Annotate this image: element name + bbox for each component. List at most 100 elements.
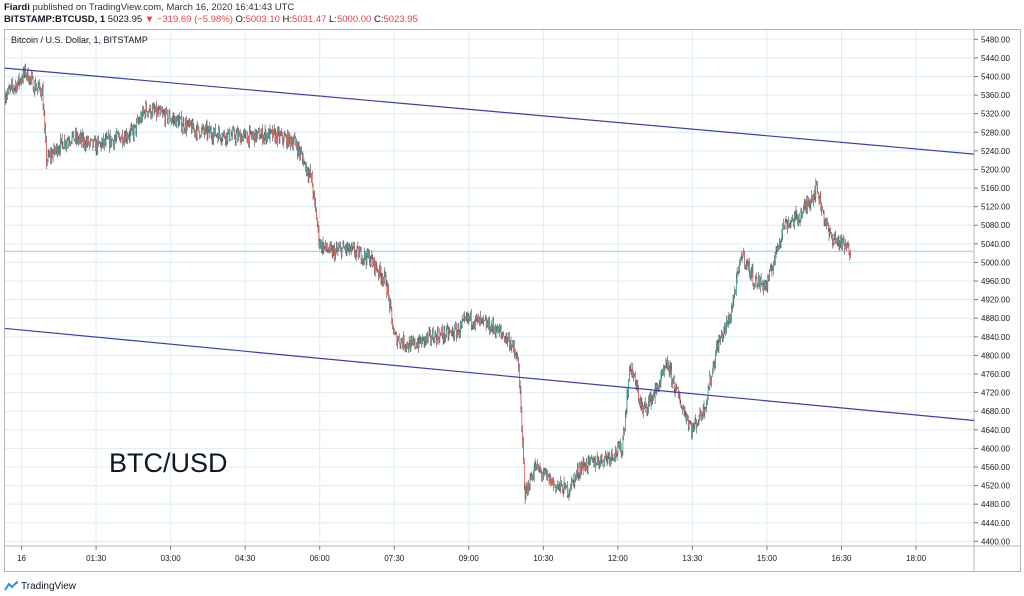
candle-body	[389, 302, 391, 308]
candle-body	[363, 257, 364, 260]
candle-body	[11, 83, 12, 86]
candle-body	[689, 422, 691, 424]
open-label: O:	[235, 14, 246, 25]
candle-body	[450, 331, 451, 332]
candle-body	[199, 131, 200, 137]
candle-body	[370, 255, 372, 263]
candle-body	[504, 338, 506, 341]
author-name[interactable]: Fiardi	[4, 2, 30, 13]
time-tick-label: 16	[17, 554, 26, 563]
candle-body	[71, 135, 73, 142]
candle-body	[819, 195, 821, 203]
candle-body	[269, 129, 271, 139]
ohlc-header: BITSTAMP:BTCUSD, 1 5023.95 ▼ −319.69 (−5…	[4, 14, 418, 25]
candle-body	[553, 481, 555, 485]
candle-body	[620, 442, 621, 450]
candle-body	[155, 106, 157, 112]
candle-body	[349, 243, 350, 252]
candle-body	[811, 196, 813, 201]
candle-body	[769, 267, 771, 271]
price-axis[interactable]: 5480.00 5440.00 5400.00 5360.00 5320.00 5280.…	[974, 35, 1010, 546]
candle-body	[482, 318, 484, 319]
candle-body	[511, 345, 513, 348]
candle-body	[50, 153, 51, 158]
candle-body	[736, 273, 738, 278]
candle-body	[567, 485, 568, 496]
candle-body	[372, 259, 374, 265]
chart-area[interactable]: 5480.00 5440.00 5400.00 5360.00 5320.00 5280.…	[4, 29, 1021, 572]
candle-body	[824, 220, 826, 221]
tradingview-brand[interactable]: TradingView	[21, 580, 77, 592]
candle-body	[329, 244, 331, 252]
candle-body	[255, 129, 257, 140]
candle-body	[447, 328, 449, 337]
btc-usd-annotation[interactable]: BTC/USD	[109, 448, 228, 478]
candle-body	[698, 420, 700, 422]
candle-body	[540, 469, 542, 472]
candle-body	[496, 325, 498, 332]
candle-body	[566, 485, 567, 489]
candle-body	[7, 87, 9, 93]
candle-body	[707, 389, 709, 397]
candle-body	[716, 344, 718, 347]
candle-body	[661, 374, 663, 376]
candle-body	[438, 337, 440, 341]
candle-body	[306, 166, 308, 174]
candle-body	[847, 243, 849, 247]
candle-body	[806, 201, 808, 208]
candle-body	[393, 332, 395, 335]
candle-body	[633, 375, 634, 377]
candle-body	[752, 269, 754, 284]
candle-body	[214, 128, 215, 133]
candle-body	[170, 120, 171, 122]
candle-body	[182, 121, 184, 127]
candle-body	[128, 136, 130, 138]
candle-body	[46, 160, 48, 164]
candle-body	[119, 136, 121, 143]
tradingview-logo-icon[interactable]	[4, 581, 18, 591]
candlestick-chart[interactable]: 5480.00 5440.00 5400.00 5360.00 5320.00 5280.…	[5, 30, 1020, 571]
candle-body	[289, 133, 291, 139]
candle-body	[181, 117, 182, 130]
candle-body	[59, 149, 61, 152]
candle-body	[740, 257, 742, 259]
candle-body	[178, 120, 180, 127]
candle-body	[83, 138, 85, 144]
candle-body	[662, 369, 663, 375]
candle-body	[646, 404, 648, 411]
candle-body	[812, 196, 814, 202]
candle-body	[710, 376, 711, 383]
candle-body	[12, 83, 13, 88]
candle-body	[307, 173, 309, 178]
candle-body	[407, 343, 408, 347]
candle-body	[420, 339, 422, 343]
candle-body	[133, 126, 135, 137]
candle-body	[258, 130, 259, 132]
candle-body	[354, 247, 355, 255]
candle-body	[89, 139, 91, 143]
candle-body	[201, 128, 203, 130]
candle-body	[227, 132, 229, 141]
candle-body	[41, 87, 43, 96]
candle-body	[491, 325, 493, 330]
candle-body	[390, 302, 392, 309]
candle-body	[428, 331, 430, 335]
time-axis[interactable]: 16 01:30 03:00 04:30 06:00 07:30 09:00 10:30 12:…	[17, 546, 927, 563]
candle-body	[808, 204, 810, 207]
candle-body	[180, 117, 181, 119]
candle-body	[653, 396, 655, 398]
candle-body	[294, 136, 296, 139]
trendline-lower[interactable]	[5, 327, 975, 422]
candle-body	[494, 329, 496, 335]
candle-body	[76, 135, 78, 140]
candle-body	[247, 135, 249, 143]
candle-body	[209, 127, 210, 134]
candle-body	[192, 121, 194, 130]
candle-body	[779, 241, 781, 244]
candle-body	[799, 219, 801, 223]
candle-body	[598, 460, 600, 465]
trendline-upper[interactable]	[5, 67, 975, 155]
time-tick-label: 12:00	[608, 554, 629, 563]
candle-body	[703, 405, 705, 414]
candle-body	[687, 418, 689, 426]
